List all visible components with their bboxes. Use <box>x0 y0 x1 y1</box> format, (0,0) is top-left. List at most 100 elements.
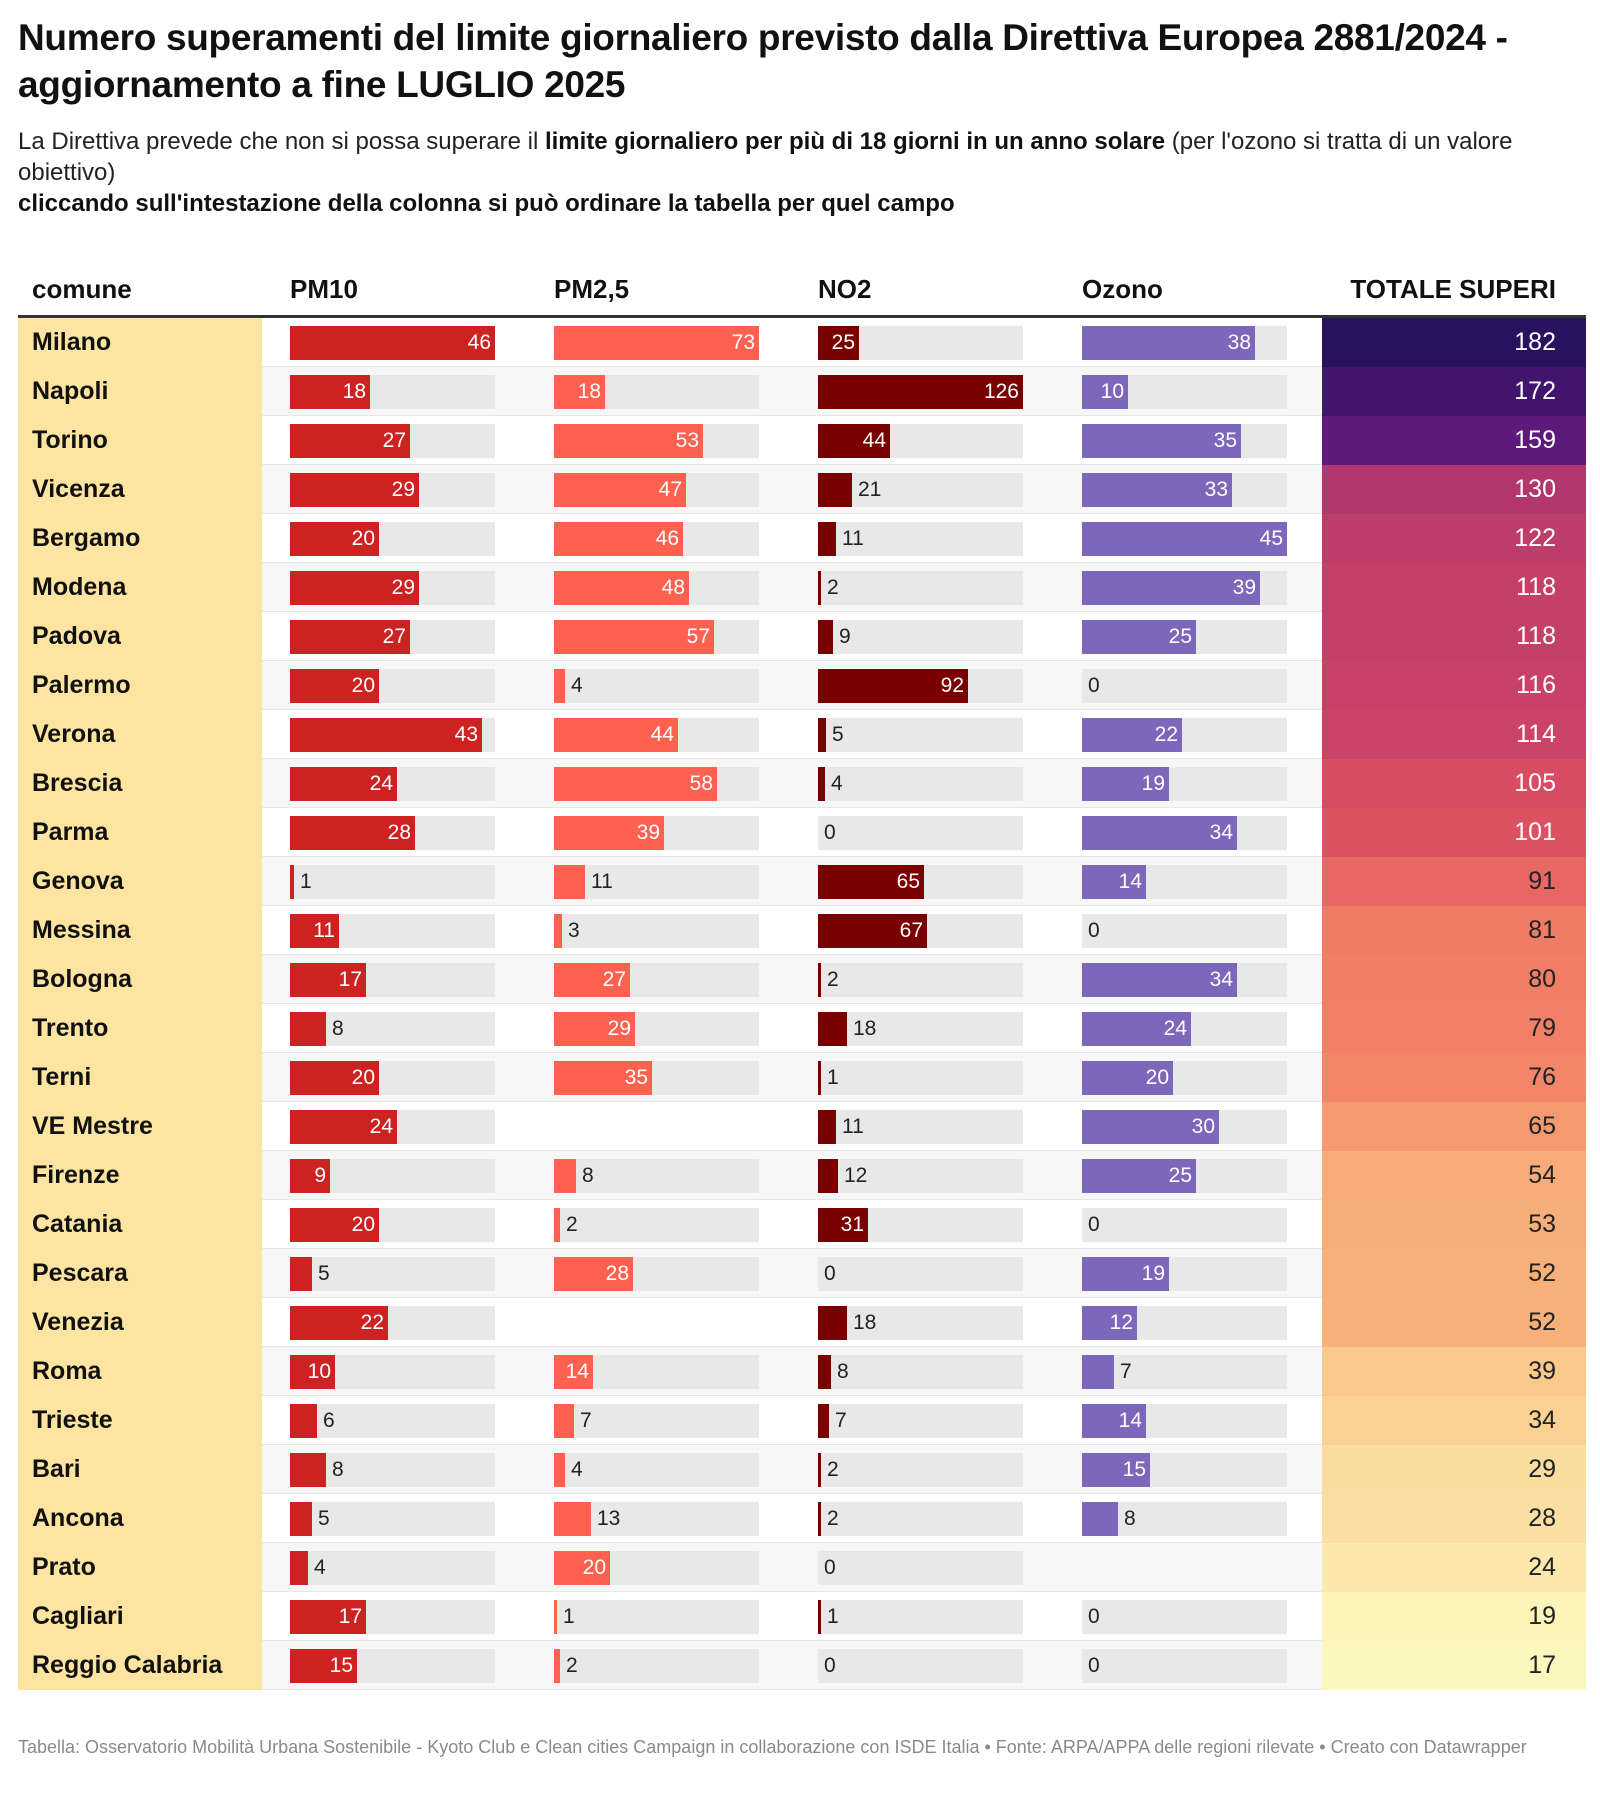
pm25-bar-track: 35 <box>554 1061 759 1095</box>
pm25-value-label: 35 <box>625 1061 648 1095</box>
no2-value-label: 44 <box>863 424 886 458</box>
table-row: Padova 27 57 9 25 118 <box>18 612 1586 661</box>
description-bold: limite giornaliero per più di 18 giorni … <box>545 128 1165 155</box>
ozono-bar <box>1082 1355 1114 1389</box>
table-row: Roma 10 14 8 7 39 <box>18 1347 1586 1396</box>
ozono-bar-track: 20 <box>1082 1061 1287 1095</box>
pm10-value-label: 8 <box>332 1453 344 1487</box>
no2-bar-track: 8 <box>818 1355 1023 1389</box>
pm25-bar-track: 2 <box>554 1649 759 1683</box>
pm25-value-label: 48 <box>662 571 685 605</box>
table-row: Terni 20 35 1 20 76 <box>18 1053 1586 1102</box>
ozono-bar-track: 12 <box>1082 1306 1287 1340</box>
pm10-value-label: 28 <box>388 816 411 850</box>
pm10-value-label: 24 <box>370 1110 393 1144</box>
pm25-value-label: 2 <box>566 1208 578 1242</box>
pm25-value-label: 73 <box>732 326 755 360</box>
no2-value-label: 12 <box>844 1159 867 1193</box>
pm10-bar-track: 28 <box>290 816 495 850</box>
table-row: Modena 29 48 2 39 118 <box>18 563 1586 612</box>
comune-cell: Roma <box>18 1347 262 1396</box>
pm10-value-label: 20 <box>352 1061 375 1095</box>
comune-cell: Parma <box>18 808 262 857</box>
header-totale[interactable]: TOTALE SUPERI <box>1350 274 1556 305</box>
no2-bar <box>818 1600 821 1634</box>
totale-cell: 29 <box>1322 1445 1586 1494</box>
header-ozono[interactable]: Ozono <box>1082 274 1163 305</box>
pm25-value-label: 28 <box>606 1257 629 1291</box>
ozono-bar-track: 7 <box>1082 1355 1287 1389</box>
ozono-value-label: 19 <box>1142 1257 1165 1291</box>
table-header: comune PM10 PM2,5 NO2 Ozono TOTALE SUPER… <box>18 262 1586 318</box>
pm25-bar-track: 3 <box>554 914 759 948</box>
comune-cell: Palermo <box>18 661 262 710</box>
no2-value-label: 11 <box>842 1110 864 1144</box>
comune-cell: Catania <box>18 1200 262 1249</box>
comune-cell: Brescia <box>18 759 262 808</box>
header-pm25[interactable]: PM2,5 <box>554 274 629 305</box>
table-row: Napoli 18 18 126 10 172 <box>18 367 1586 416</box>
table-row: Reggio Calabria 15 2 0 0 17 <box>18 1641 1586 1690</box>
ozono-bar-track: 30 <box>1082 1110 1287 1144</box>
no2-bar <box>818 767 825 801</box>
totale-cell: 182 <box>1322 318 1586 367</box>
ozono-value-label: 7 <box>1120 1355 1132 1389</box>
pm10-bar-track: 5 <box>290 1257 495 1291</box>
totale-cell: 28 <box>1322 1494 1586 1543</box>
pm25-value-label: 14 <box>566 1355 589 1389</box>
comune-cell: VE Mestre <box>18 1102 262 1151</box>
ozono-bar-track: 0 <box>1082 669 1287 703</box>
comune-cell: Venezia <box>18 1298 262 1347</box>
ozono-value-label: 19 <box>1142 767 1165 801</box>
pm25-bar-track: 44 <box>554 718 759 752</box>
ozono-bar-track: 0 <box>1082 1208 1287 1242</box>
totale-cell: 53 <box>1322 1200 1586 1249</box>
no2-bar-track: 2 <box>818 1453 1023 1487</box>
pm25-bar <box>554 1404 574 1438</box>
ozono-bar-track: 45 <box>1082 522 1287 556</box>
pm10-bar <box>290 1453 326 1487</box>
no2-value-label: 7 <box>835 1404 847 1438</box>
pm25-value-label: 57 <box>687 620 710 654</box>
pm25-bar-track: 48 <box>554 571 759 605</box>
no2-bar-track: 18 <box>818 1012 1023 1046</box>
pm10-value-label: 20 <box>352 669 375 703</box>
ozono-value-label: 8 <box>1124 1502 1136 1536</box>
no2-bar-track: 1 <box>818 1600 1023 1634</box>
pm10-value-label: 11 <box>313 914 335 948</box>
no2-value-label: 31 <box>841 1208 864 1242</box>
ozono-bar-track: 0 <box>1082 1649 1287 1683</box>
no2-bar-track: 2 <box>818 1502 1023 1536</box>
totale-cell: 116 <box>1322 661 1586 710</box>
pm10-bar-track: 17 <box>290 963 495 997</box>
no2-bar-track: 12 <box>818 1159 1023 1193</box>
pm25-bar <box>554 669 565 703</box>
header-no2[interactable]: NO2 <box>818 274 871 305</box>
header-comune[interactable]: comune <box>32 274 132 305</box>
no2-bar <box>818 1012 847 1046</box>
pm25-bar-track: 20 <box>554 1551 759 1585</box>
pm10-bar-track: 18 <box>290 375 495 409</box>
pm10-bar-track: 1 <box>290 865 495 899</box>
no2-value-label: 1 <box>827 1600 839 1634</box>
ozono-bar-track: 10 <box>1082 375 1287 409</box>
ozono-bar-track: 33 <box>1082 473 1287 507</box>
header-pm10[interactable]: PM10 <box>290 274 358 305</box>
totale-cell: 172 <box>1322 367 1586 416</box>
no2-value-label: 2 <box>827 963 839 997</box>
chart-title: Numero superamenti del limite giornalier… <box>18 14 1584 108</box>
ozono-bar-track: 38 <box>1082 326 1287 360</box>
pm25-bar-track: 14 <box>554 1355 759 1389</box>
source-footer: Tabella: Osservatorio Mobilità Urbana So… <box>18 1735 1578 1760</box>
table-row: Trieste 6 7 7 14 34 <box>18 1396 1586 1445</box>
pm10-value-label: 5 <box>318 1257 330 1291</box>
totale-cell: 54 <box>1322 1151 1586 1200</box>
pm10-bar-track: 27 <box>290 620 495 654</box>
no2-bar-track: 11 <box>818 1110 1023 1144</box>
no2-bar <box>818 571 821 605</box>
pm25-bar <box>554 1208 560 1242</box>
no2-bar <box>818 718 826 752</box>
pm25-value-label: 13 <box>597 1502 620 1536</box>
pm10-bar-track: 46 <box>290 326 495 360</box>
pm25-bar-track: 46 <box>554 522 759 556</box>
